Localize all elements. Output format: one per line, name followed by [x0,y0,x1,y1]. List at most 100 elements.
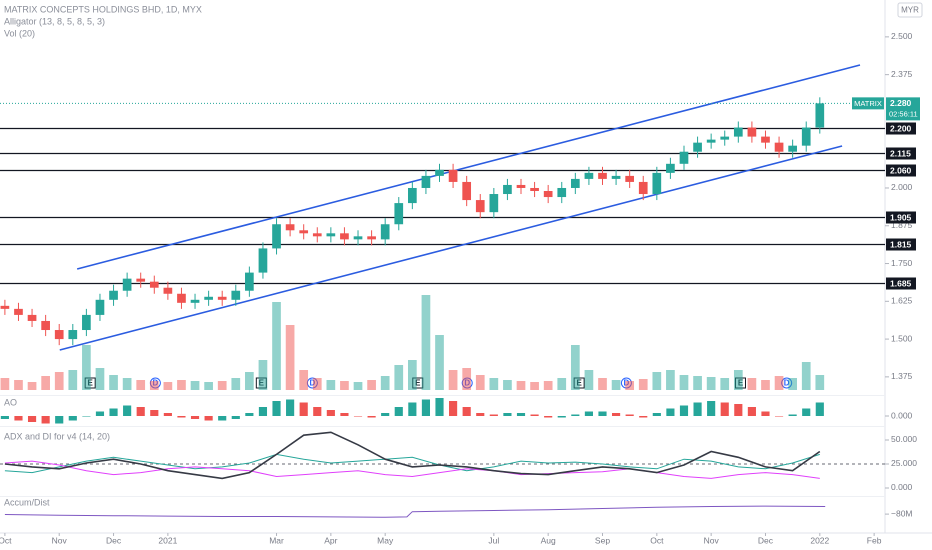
y-tick-label: 0.000 [891,410,913,420]
ao-bar [381,413,390,416]
x-tick-label: Mar [269,535,284,545]
ao-bar [177,416,186,418]
volume-bar [503,380,512,390]
event-label: D [784,379,790,388]
ao-bar [421,399,431,416]
candle-body [109,290,118,300]
volume-bar [353,382,363,390]
volume-bar [272,302,281,390]
volume-bar [367,380,376,390]
ao-bar [625,414,634,416]
candle-body [380,224,390,240]
volume-bar [190,381,200,390]
candle-body [584,172,594,179]
volume-bar [109,375,118,390]
ao-bar [258,407,268,416]
level-label-bg [886,164,916,177]
volume-bar [95,368,105,390]
volume-bar [54,372,64,390]
volume-bar [448,370,458,390]
currency-box[interactable] [897,2,923,18]
candle-body [788,145,797,152]
volume-bar [326,380,336,390]
ao-bar [95,411,105,416]
level-label: 1.815 [890,239,912,249]
ao-bar [272,401,281,416]
candle-body [299,230,309,234]
y-tick-label: 1.875 [891,220,913,230]
x-tick-label: Feb [867,535,882,545]
candle-body [598,172,607,179]
y-tick-label: −80M [891,508,913,518]
currency[interactable]: MYR [901,6,919,15]
chart-title: MATRIX CONCEPTS HOLDINGS BHD, 1D, MYX [4,4,202,14]
candle-body [435,169,444,176]
level-label: 1.685 [890,278,912,288]
ao-bar [679,405,689,416]
volume-bar [720,378,730,390]
volume-bar [475,375,485,390]
volume-bar [435,335,444,390]
candle-body [679,151,689,164]
volume-bar [611,380,621,390]
x-tick-label: Nov [52,535,68,545]
candle-body [14,308,23,315]
ao-bar [449,401,458,416]
ao-bar [150,410,159,416]
candle-body [543,191,553,198]
y-tick-label: 0.000 [891,482,913,492]
indicator-title: Accum/Dist [4,497,50,507]
ao-bar [163,413,172,416]
candle-body [285,224,295,231]
volume-bar [258,360,268,390]
candle-body [353,236,363,240]
ao-bar [326,410,335,416]
trendline [76,64,861,270]
level-label-bg [886,122,916,135]
volume-bar [801,362,811,390]
volume-bar [652,372,662,390]
candle-body [245,272,254,291]
ao-bar [802,408,811,416]
ao-bar [774,416,784,417]
volume-bar [340,381,349,390]
event-label: E [415,379,421,388]
ao-bar [0,416,9,419]
volume-bar [312,378,322,390]
ao-bar [27,416,37,422]
ao-bar [299,402,308,416]
level-label: 2.115 [890,148,911,158]
volume-bar [82,345,91,390]
candle-body [733,127,743,137]
trendline [59,145,843,351]
y-tick-label: 25.000 [891,458,917,468]
ao-bar [245,413,254,416]
level-label-bg [886,238,916,251]
ao-bar [652,413,661,416]
volume-bar [815,375,825,390]
ao-bar [503,413,512,416]
candle-body [27,314,37,321]
ao-bar [367,416,376,418]
candle-body [516,184,526,188]
candle-body [95,299,105,315]
ao-bar [544,416,553,418]
symbol-tag: MATRIX [854,99,882,108]
ao-bar [82,416,91,417]
candle-body [41,320,50,331]
y-tick-label: 2.375 [891,69,913,79]
ao-bar [516,413,526,416]
indicator-line [4,453,820,474]
candle-body [54,330,64,340]
candle-body [570,178,580,188]
indicator-line [4,431,821,480]
volume-bar [394,365,404,390]
candle-body [761,136,770,143]
volume-bar [285,325,295,390]
volume-bar [204,382,213,390]
candle-body [489,194,499,213]
volume-bar [625,381,635,390]
volume-bar [149,381,159,390]
ao-bar [584,411,593,416]
